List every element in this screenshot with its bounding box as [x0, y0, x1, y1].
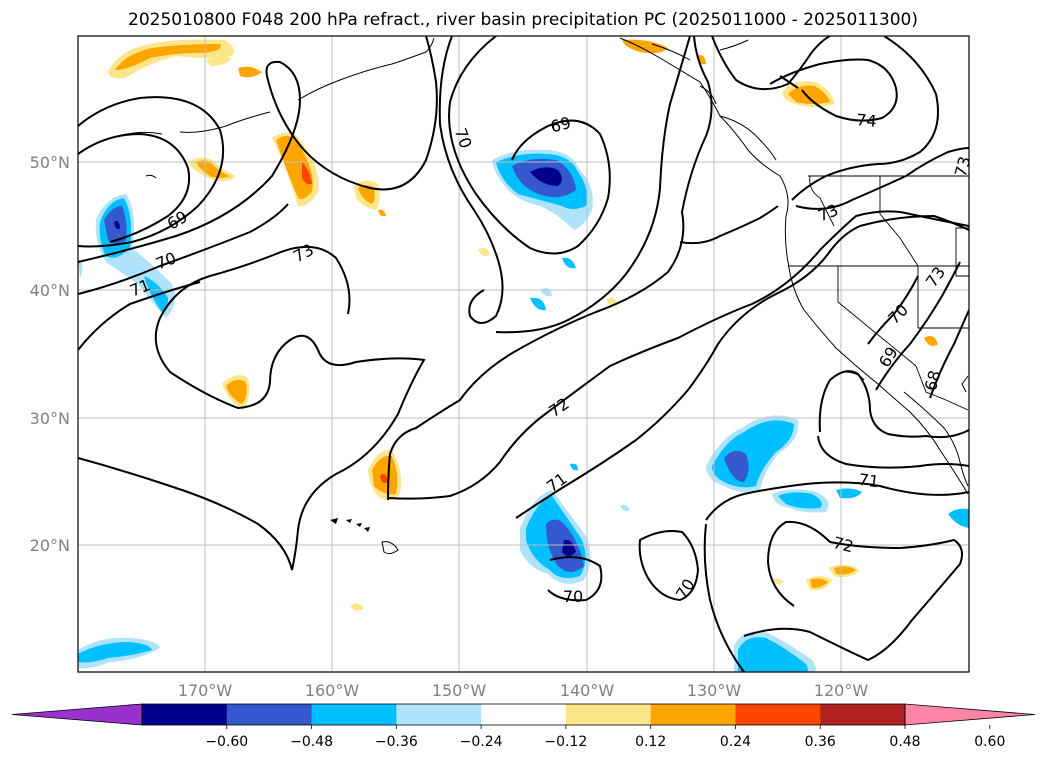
latitude-labels: 50°N 40°N 30°N 20°N [30, 153, 70, 555]
contour-label: 74 [856, 110, 878, 131]
colorbar-swatch [311, 704, 397, 725]
colorbar-tick-label: 0.48 [889, 734, 920, 750]
colorbar-outline [141, 703, 906, 726]
colorbar-tick-label: −0.48 [290, 734, 333, 750]
colorbar-tick-label: 0.60 [974, 734, 1005, 750]
contour-label: 73 [951, 154, 975, 179]
colorbar-tick-label: −0.60 [205, 734, 248, 750]
contour-label: 68 [921, 368, 945, 393]
hawaii-islands [330, 518, 370, 532]
colorbar-swatch [735, 704, 821, 725]
colorbar-swatch [396, 704, 482, 725]
colorbar-swatch [565, 704, 652, 725]
lat-label: 50°N [30, 153, 70, 172]
colorbar [11, 703, 1036, 729]
colorbar-tick-label: 0.24 [720, 734, 751, 750]
lat-label: 40°N [30, 281, 70, 300]
contour-label: 70 [563, 587, 583, 606]
shaded-anomalies [78, 39, 969, 672]
lon-label: 140°W [560, 681, 615, 700]
contour-label: 71 [857, 470, 880, 492]
lat-label: 20°N [30, 536, 70, 555]
longitude-labels: 170°W 160°W 150°W 140°W 130°W 120°W [178, 681, 869, 700]
lon-label: 150°W [432, 681, 487, 700]
colorbar-extend-high [904, 703, 1036, 726]
lon-label: 120°W [814, 681, 869, 700]
colorbar-swatch [481, 704, 567, 725]
map-frame [77, 35, 970, 673]
colorbar-tick-label: 0.36 [805, 734, 836, 750]
colorbar-swatch [226, 704, 313, 725]
colorbar-tick-label: −0.12 [544, 734, 587, 750]
contour-label: 72 [831, 533, 855, 556]
colorbar-extend-low [11, 703, 143, 726]
colorbar-swatch [820, 704, 906, 725]
map-background [78, 36, 969, 672]
colorbar-tick-label: −0.36 [375, 734, 418, 750]
lon-label: 160°W [305, 681, 360, 700]
lat-label: 30°N [30, 409, 70, 428]
lon-label: 130°W [687, 681, 742, 700]
colorbar-labels: −0.60 −0.48 −0.36 −0.24 −0.12 0.12 0.24 0.36 0.4… [205, 734, 1005, 750]
lon-label: 170°W [178, 681, 233, 700]
colorbar-swatch [650, 704, 736, 725]
colorbar-tick-label: −0.24 [460, 734, 503, 750]
colorbar-tick-label: 0.12 [635, 734, 666, 750]
contour-label: 69 [548, 113, 572, 136]
figure-title: 2025010800 F048 200 hPa refract., river … [128, 10, 918, 30]
refractivity-contours [78, 36, 969, 672]
colorbar-swatch [142, 704, 228, 725]
